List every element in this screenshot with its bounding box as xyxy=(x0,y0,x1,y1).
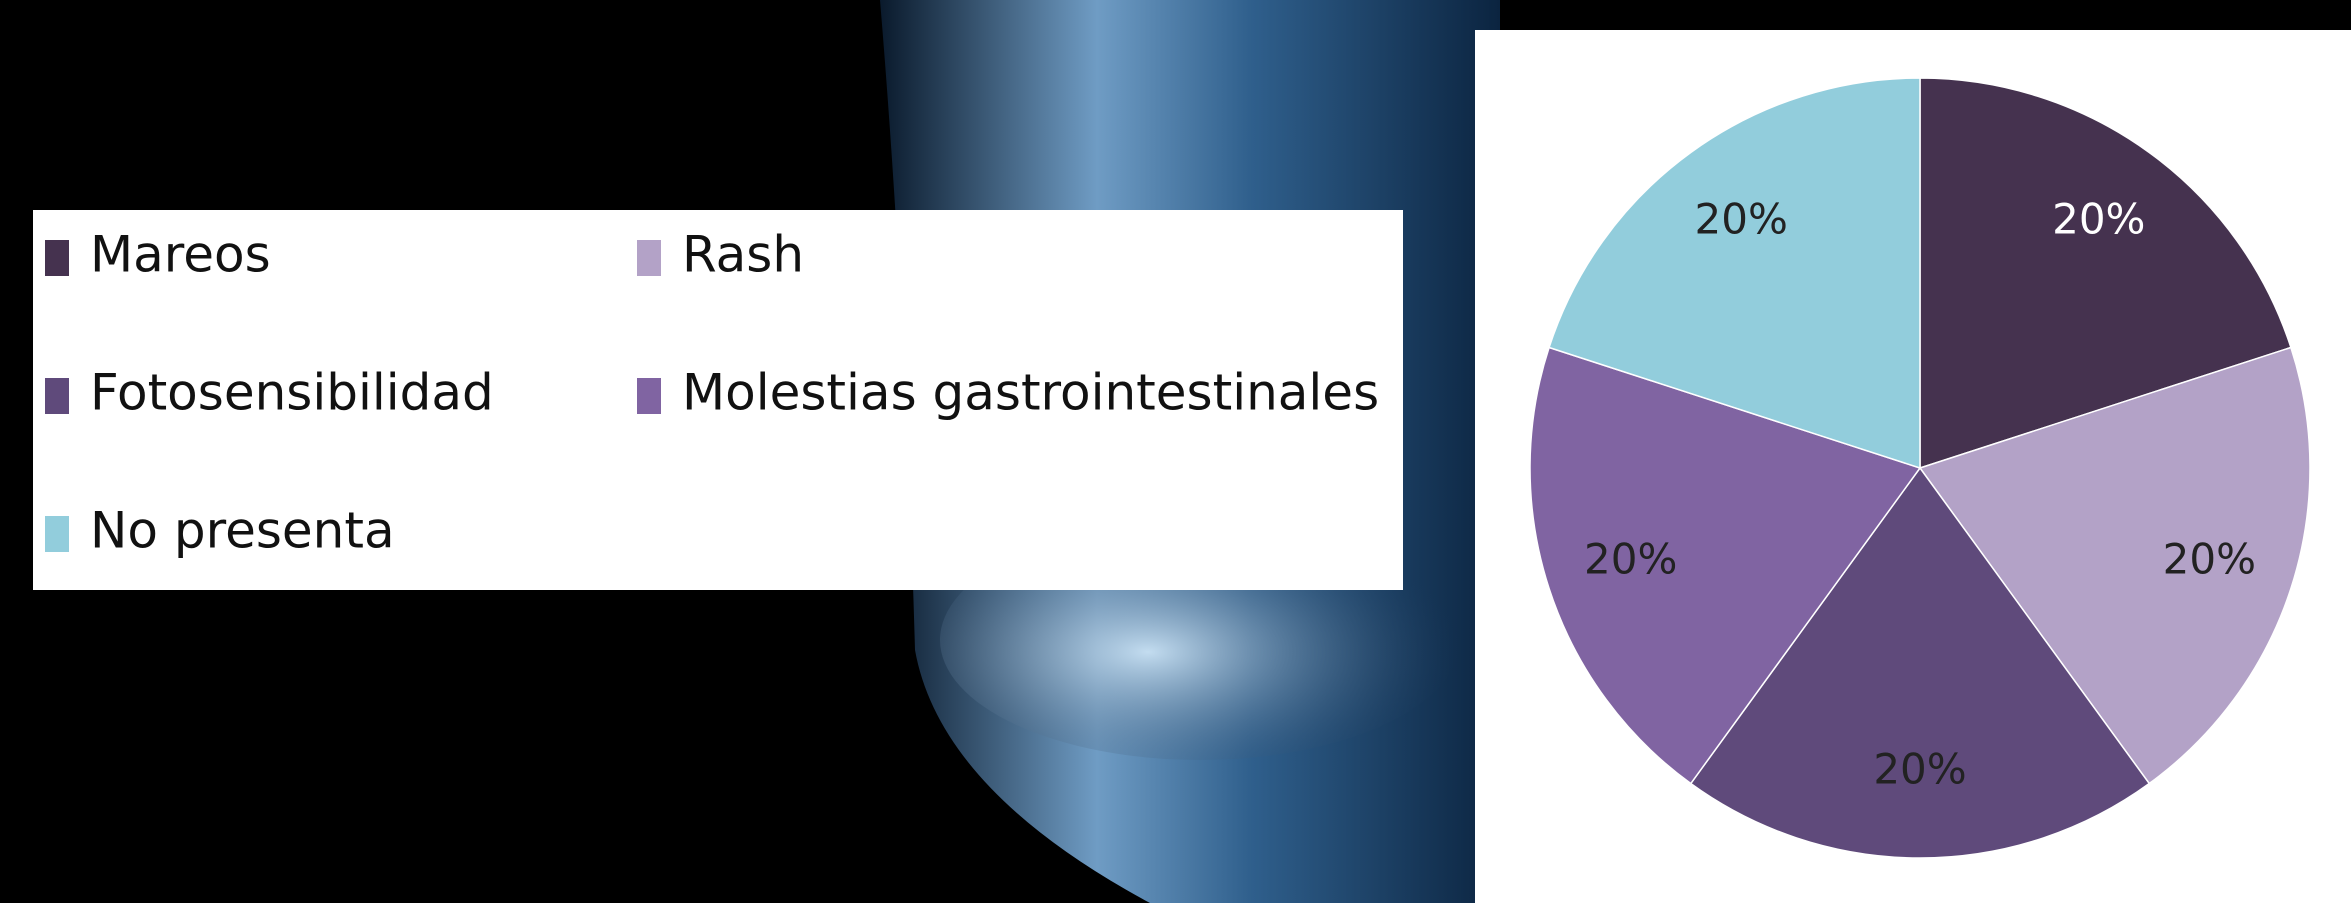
slice-label: 20% xyxy=(2163,535,2256,584)
legend-label: Fotosensibilidad xyxy=(90,364,494,422)
page: {"chart_data": {"type": "pie", "categori… xyxy=(0,0,2351,903)
legend-label: Mareos xyxy=(90,226,271,284)
slice-label: 20% xyxy=(1584,535,1677,584)
legend-swatch xyxy=(637,378,661,414)
slice-label: 20% xyxy=(1873,745,1966,794)
legend-label: Molestias gastrointestinales xyxy=(682,364,1379,422)
legend-label: No presenta xyxy=(90,502,395,560)
legend-swatch xyxy=(45,240,69,276)
legend-label: Rash xyxy=(682,226,804,284)
slice-label: 20% xyxy=(1695,194,1788,243)
legend-swatch xyxy=(45,516,69,552)
slice-label: 20% xyxy=(2052,194,2145,243)
legend-swatch xyxy=(45,378,69,414)
legend-swatch xyxy=(637,240,661,276)
chart: 20% 20% 20% 20% 20% Mareos Rash Fotosensibilid… xyxy=(0,0,2351,903)
